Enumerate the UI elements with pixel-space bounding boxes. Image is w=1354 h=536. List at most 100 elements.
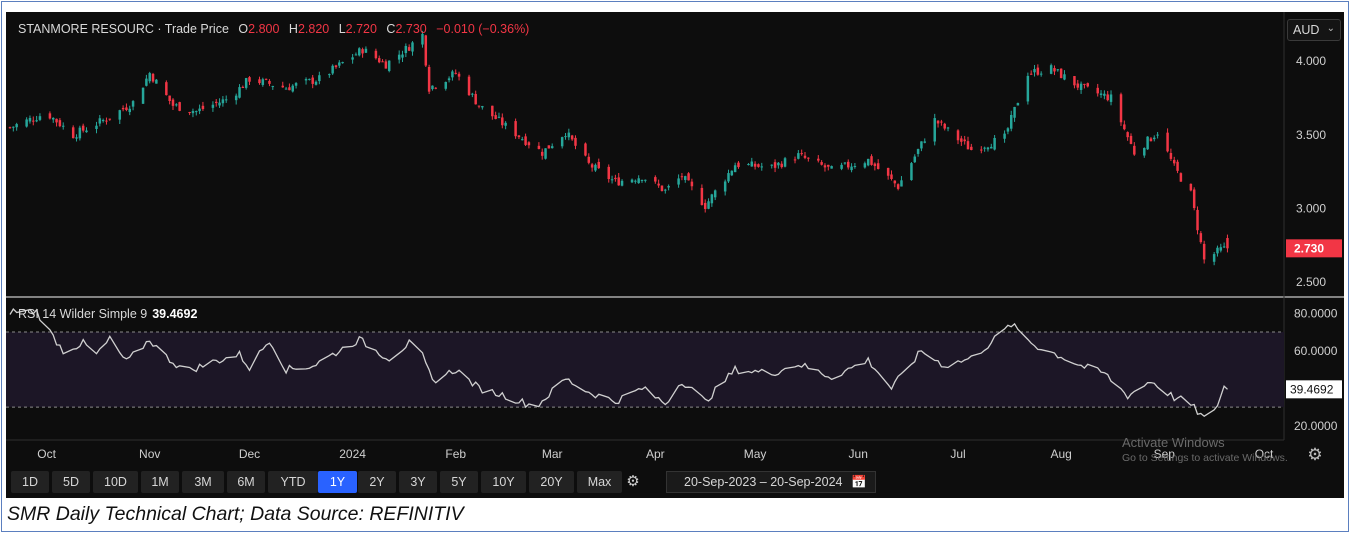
candle [474,90,477,105]
candle-body [527,142,531,146]
candle [846,159,850,170]
date-separator: – [759,475,767,489]
rsi-tick-label: 60.0000 [1294,344,1338,358]
range-6m-button[interactable]: 6M [227,471,265,493]
price-header: STANMORE RESOURC · Trade Price O2.800 H2… [18,22,529,36]
candle-body [970,146,973,150]
candle-body [341,62,344,64]
candle-body [178,102,181,111]
range-1m-button[interactable]: 1M [141,471,179,493]
candle-body [268,80,271,84]
candle [411,41,414,56]
range-max-button[interactable]: Max [577,471,622,493]
candle [560,136,564,149]
candle-body [218,102,221,106]
candle [108,118,112,121]
candle [55,118,58,127]
candle-body [876,163,880,169]
range-10y-button[interactable]: 10Y [481,471,526,493]
candle [98,114,102,127]
candle-body [946,127,950,129]
candle [1119,92,1123,126]
candle-body [823,165,827,168]
candle [454,69,457,75]
candle-body [923,141,926,143]
candle [760,162,764,171]
candle-body [447,78,451,81]
candle-body [55,118,58,123]
currency-dropdown[interactable]: AUD ⌄ [1287,19,1341,41]
candle [1149,137,1153,142]
candle [537,142,541,150]
candle-body [570,135,574,140]
candle [241,85,245,89]
candle [431,85,434,91]
candle [387,60,391,73]
range-10d-button[interactable]: 10D [93,471,138,493]
currency-label: AUD [1293,23,1320,37]
range-20y-button[interactable]: 20Y [529,471,574,493]
candle-body [401,54,404,58]
candle [773,159,777,173]
price-tick-label: 3.000 [1296,202,1326,216]
candle-body [890,174,893,179]
candle-body [544,148,547,159]
time-tick-label: Mar [542,447,563,461]
candle-body [175,104,178,106]
candle [434,87,438,90]
candle-body [1009,114,1013,129]
candle-body [374,50,378,59]
candle [780,161,783,169]
candle [727,169,730,183]
candle [1212,252,1216,266]
candle [32,116,35,126]
range-5y-button[interactable]: 5Y [440,471,478,493]
calendar-icon[interactable]: 📅 [851,475,867,489]
candle-body [587,156,591,163]
candle [946,126,950,132]
candle [1053,65,1056,76]
candle-body [1073,76,1076,86]
candle [248,76,251,85]
candle [381,59,384,63]
chart-settings-icon[interactable]: ⚙ [1307,445,1323,464]
candle [1199,231,1203,244]
candle [1086,82,1089,88]
candle [351,54,354,64]
candle [707,198,710,210]
candle-body [431,85,434,90]
candle-body [125,107,128,111]
candle-body [1216,247,1219,254]
candle [341,61,344,64]
candle-body [25,119,28,127]
gear-icon[interactable]: ⚙ [626,473,640,490]
candle-body [444,81,448,89]
rsi-line [9,308,1228,417]
candle [750,157,754,167]
candle-body [421,33,424,45]
candle [803,152,807,160]
candle [540,148,544,160]
date-range-picker[interactable]: 20-Sep-2023 – 20-Sep-2024 📅 [666,471,876,493]
candle [703,199,707,213]
candle [547,145,551,149]
candle [165,80,168,96]
range-ytd-button[interactable]: YTD [268,471,318,493]
range-3y-button[interactable]: 3Y [399,471,437,493]
candle-body [1039,73,1043,75]
range-2y-button[interactable]: 2Y [358,471,396,493]
range-3m-button[interactable]: 3M [182,471,224,493]
candle [421,30,424,48]
candle-body [338,62,341,66]
candle-body [15,124,18,128]
candle-body [221,99,225,104]
candle [970,143,973,151]
range-1d-button[interactable]: 1D [11,471,49,493]
candle-body [504,122,507,126]
symbol-label: STANMORE RESOURC · Trade Price [18,22,229,36]
range-5d-button[interactable]: 5D [52,471,90,493]
range-1y-button[interactable]: 1Y [318,471,357,493]
candle [1003,130,1006,143]
candle-body [351,57,354,60]
